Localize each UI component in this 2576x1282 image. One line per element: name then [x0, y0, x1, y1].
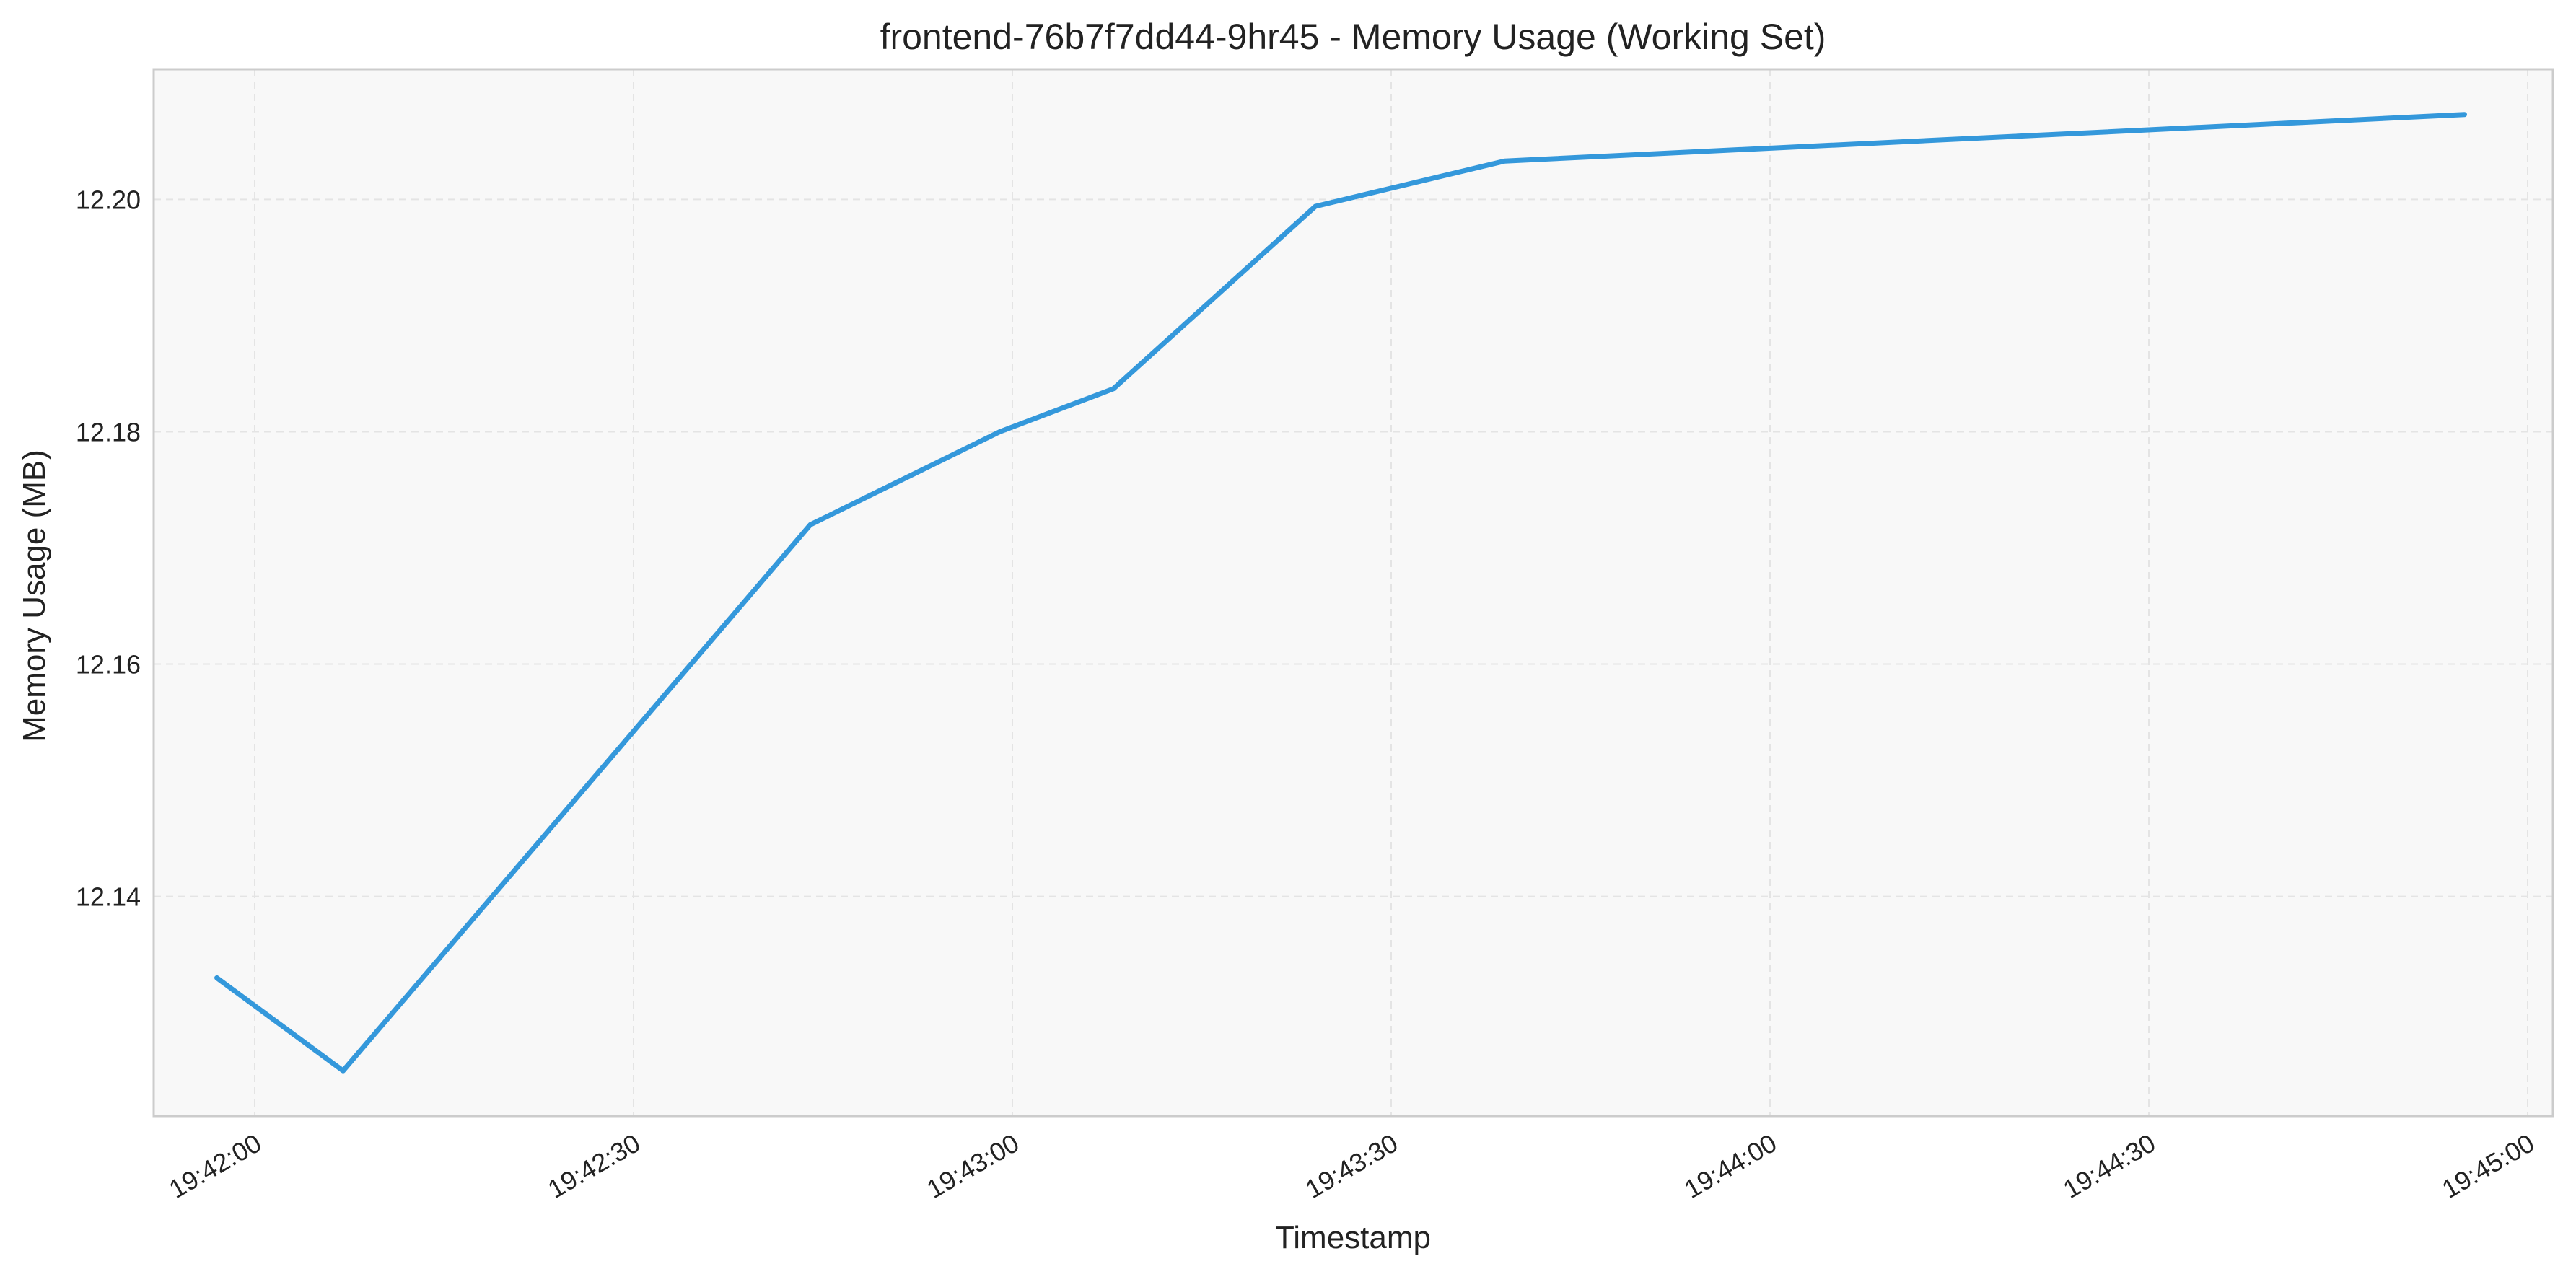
x-axis-label: Timestamp: [1275, 1220, 1431, 1255]
data-point: [2464, 114, 2465, 115]
y-axis-label: Memory Usage (MB): [17, 449, 52, 742]
data-point: [1315, 206, 1316, 207]
grid-lines: [154, 69, 2553, 1116]
series-line: [214, 112, 2467, 1074]
y-tick-label: 12.16: [76, 650, 141, 680]
plot-area: [154, 69, 2553, 1116]
data-point: [1504, 160, 1505, 162]
y-tick-label: 12.20: [76, 185, 141, 214]
plot-frame: [152, 68, 2554, 1118]
data-point: [810, 524, 811, 525]
y-tick-label: 12.18: [76, 417, 141, 447]
data-point: [999, 431, 1000, 432]
chart-title: frontend-76b7f7dd44-9hr45 - Memory Usage…: [880, 17, 1826, 57]
series-layer: [214, 112, 2467, 1074]
y-tick-label: 12.14: [76, 882, 141, 912]
data-point: [1113, 388, 1114, 390]
